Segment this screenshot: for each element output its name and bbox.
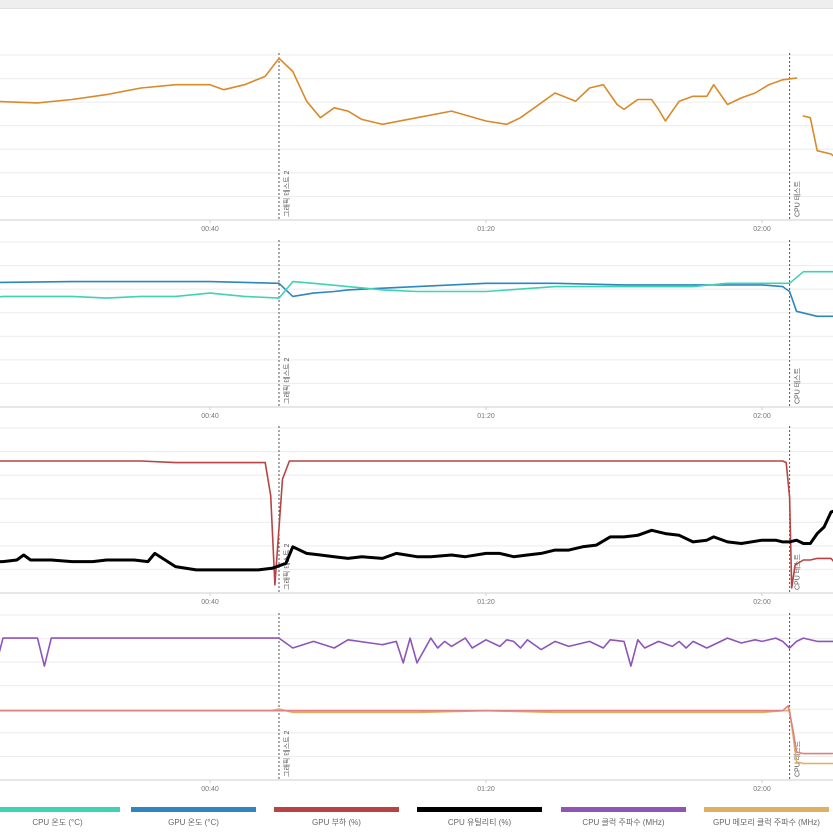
legend-item[interactable]: CPU 클럭 주파수 (MHz) bbox=[561, 804, 701, 833]
marker-label: CPU 테스트 bbox=[794, 367, 802, 404]
chart-legend: CPU 온도 (°C) GPU 온도 (°C) GPU 부하 (%) CPU 유틸리티… bbox=[0, 804, 833, 833]
x-tick-label: 02:00 bbox=[753, 226, 771, 233]
legend-item[interactable]: GPU 메모리 클럭 주파수 (MHz) bbox=[704, 804, 833, 833]
x-tick-label: 00:40 bbox=[201, 413, 219, 420]
marker-label: CPU 테스트 bbox=[794, 740, 802, 777]
marker-label: 그래픽 테스트 2 bbox=[282, 357, 291, 404]
legend-swatch bbox=[0, 807, 120, 812]
legend-swatch bbox=[561, 807, 686, 812]
series-line-3-1 bbox=[0, 460, 833, 589]
series-line-4-1 bbox=[0, 637, 833, 667]
x-tick-label: 02:00 bbox=[753, 413, 771, 420]
x-tick-label: 01:20 bbox=[477, 786, 495, 793]
series-line-3-2 bbox=[0, 509, 833, 572]
marker-label: CPU 테스트 bbox=[794, 180, 802, 217]
window-top-bar bbox=[0, 0, 833, 9]
legend-label: CPU 클럭 주파수 (MHz) bbox=[582, 818, 665, 827]
series-line-2-2 bbox=[0, 270, 833, 299]
legend-swatch bbox=[417, 807, 542, 812]
x-tick-label: 00:40 bbox=[201, 226, 219, 233]
x-tick-label: 01:20 bbox=[477, 413, 495, 420]
x-tick-label: 02:00 bbox=[753, 599, 771, 606]
x-tick-label: 01:20 bbox=[477, 226, 495, 233]
legend-item[interactable]: GPU 부하 (%) bbox=[274, 804, 414, 833]
legend-swatch bbox=[704, 807, 829, 812]
series-line-1-2 bbox=[802, 115, 833, 157]
series-line-4-3 bbox=[0, 704, 833, 755]
legend-item[interactable]: CPU 유틸리티 (%) bbox=[417, 804, 557, 833]
x-tick-label: 00:40 bbox=[201, 599, 219, 606]
marker-label: 그래픽 테스트 2 bbox=[282, 170, 291, 217]
chart-panel-3: 00:40 01:20 02:00 그래픽 테스트 2 CPU 테스트 bbox=[0, 426, 833, 606]
legend-label: CPU 유틸리티 (%) bbox=[447, 818, 512, 827]
x-tick-label: 02:00 bbox=[753, 786, 771, 793]
series-line-1-1 bbox=[0, 57, 798, 126]
chart-panel-2: 00:40 01:20 02:00 그래픽 테스트 2 CPU 테스트 bbox=[0, 240, 833, 420]
x-tick-label: 00:40 bbox=[201, 786, 219, 793]
legend-swatch bbox=[131, 807, 256, 812]
legend-swatch bbox=[274, 807, 399, 812]
chart-panel-4: 00:40 01:20 02:00 그래픽 테스트 2 CPU 테스트 bbox=[0, 613, 833, 793]
legend-item[interactable]: CPU 온도 (°C) bbox=[0, 804, 135, 833]
legend-label: GPU 부하 (%) bbox=[312, 818, 361, 827]
series-line-2-1 bbox=[0, 280, 833, 318]
chart-panel-1: 00:40 01:20 02:00 그래픽 테스트 2 CPU 테스트 bbox=[0, 53, 833, 233]
legend-label: GPU 온도 (°C) bbox=[168, 818, 219, 827]
legend-label: GPU 메모리 클럭 주파수 (MHz) bbox=[713, 818, 820, 827]
marker-label: CPU 테스트 bbox=[794, 553, 802, 590]
legend-label: CPU 온도 (°C) bbox=[32, 818, 83, 827]
marker-label: 그래픽 테스트 2 bbox=[282, 543, 291, 590]
series-line-4-2 bbox=[0, 708, 833, 765]
marker-label: 그래픽 테스트 2 bbox=[282, 730, 291, 777]
x-tick-label: 01:20 bbox=[477, 599, 495, 606]
legend-item[interactable]: GPU 온도 (°C) bbox=[131, 804, 271, 833]
